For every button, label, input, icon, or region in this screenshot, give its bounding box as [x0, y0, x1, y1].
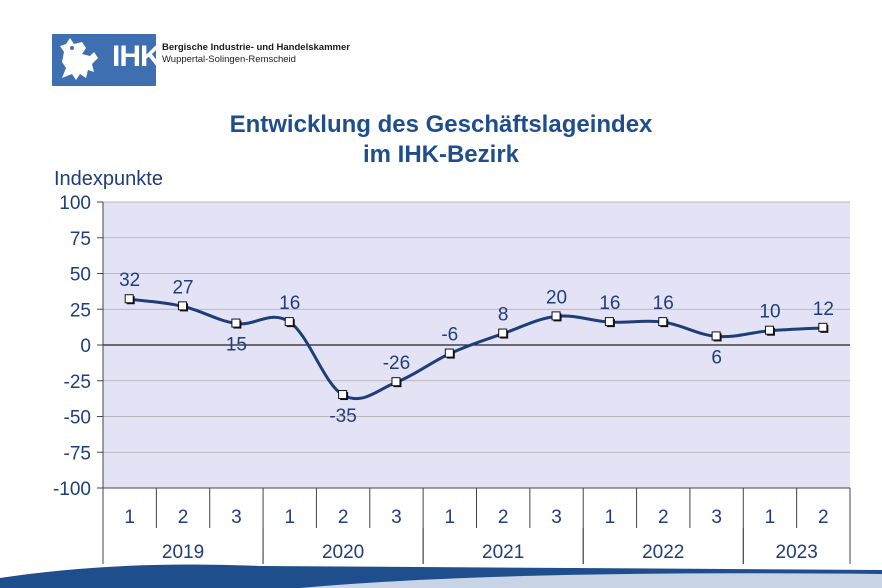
x-tick-label: 3 [231, 507, 242, 528]
data-marker [444, 348, 454, 358]
data-label: 27 [172, 277, 193, 298]
data-markers [124, 294, 829, 401]
data-label: 16 [653, 293, 674, 314]
data-label: -6 [441, 325, 458, 346]
logo-mark: IHK [112, 40, 162, 73]
data-label: 10 [759, 302, 780, 323]
x-tick-label: 3 [711, 507, 722, 528]
data-marker [338, 390, 348, 400]
data-label: -35 [329, 406, 356, 427]
x-tick-label: 3 [551, 507, 562, 528]
decorative-swoosh-light [300, 573, 882, 588]
x-tick-label: 1 [284, 507, 295, 528]
logo-org-name: Bergische Industrie- und Handelskammer [162, 42, 350, 53]
data-label: 8 [498, 305, 509, 326]
x-group-label: 2019 [162, 542, 204, 563]
x-tick-labels: 1 2 3 1 2 3 1 2 3 1 2 3 1 2 2019 2020 2021 2022 2023 [102, 488, 851, 564]
data-label: 16 [279, 293, 300, 314]
y-axis-label: Indexpunkte [54, 168, 163, 190]
x-tick-label: 2 [498, 507, 509, 528]
data-label: 15 [226, 335, 247, 356]
data-label: 20 [546, 287, 567, 308]
y-tick-label: -100 [53, 479, 91, 500]
y-tick-label: 50 [70, 265, 91, 286]
x-tick-label: 1 [765, 507, 776, 528]
data-label: 32 [119, 270, 140, 291]
x-tick-label: 3 [391, 507, 402, 528]
data-label: 12 [813, 299, 834, 320]
heraldic-lion-icon [60, 38, 98, 80]
data-label: 16 [599, 293, 620, 314]
data-marker [604, 317, 614, 327]
data-label: -26 [383, 353, 410, 374]
logo-org-location: Wuppertal-Solingen-Remscheid [162, 54, 296, 65]
x-group-label: 2020 [322, 542, 364, 563]
series-line [129, 297, 824, 401]
x-tick-label: 2 [658, 507, 669, 528]
x-group-label: 2022 [642, 542, 684, 563]
data-marker [658, 317, 668, 327]
y-tick-label: 25 [70, 300, 91, 321]
data-marker [231, 318, 241, 328]
logo-badge: IHK [52, 34, 162, 86]
data-label: 6 [711, 347, 722, 368]
data-marker [498, 328, 508, 338]
data-marker [124, 294, 134, 304]
data-marker [284, 317, 294, 327]
x-group-label: 2023 [776, 542, 818, 563]
x-tick-label: 1 [124, 507, 135, 528]
data-marker [711, 331, 721, 341]
data-marker [551, 311, 561, 321]
x-tick-label: 2 [338, 507, 349, 528]
data-marker [391, 377, 401, 387]
chart-title: Entwicklung des Geschäftslageindex [229, 111, 653, 138]
chart-subtitle: im IHK-Bezirk [362, 141, 520, 168]
x-tick-label: 1 [445, 507, 456, 528]
y-tick-label: 0 [80, 336, 91, 357]
data-marker [818, 322, 828, 332]
x-tick-label: 2 [178, 507, 189, 528]
data-marker [178, 301, 188, 311]
x-tick-label: 2 [818, 507, 829, 528]
y-tick-label: -75 [64, 443, 91, 464]
x-tick-label: 1 [605, 507, 616, 528]
y-tick-label: -50 [64, 408, 91, 429]
x-group-label: 2021 [482, 542, 524, 563]
data-labels: 32 27 15 16 -35 -26 -6 8 20 16 16 6 10 12 [119, 270, 834, 427]
data-marker [764, 325, 774, 335]
y-tick-label: 100 [59, 193, 91, 214]
y-tick-label: 75 [70, 229, 91, 250]
y-tick-labels: 100 75 50 25 0 -25 -50 -75 -100 [53, 193, 91, 500]
y-tick-label: -25 [64, 372, 91, 393]
